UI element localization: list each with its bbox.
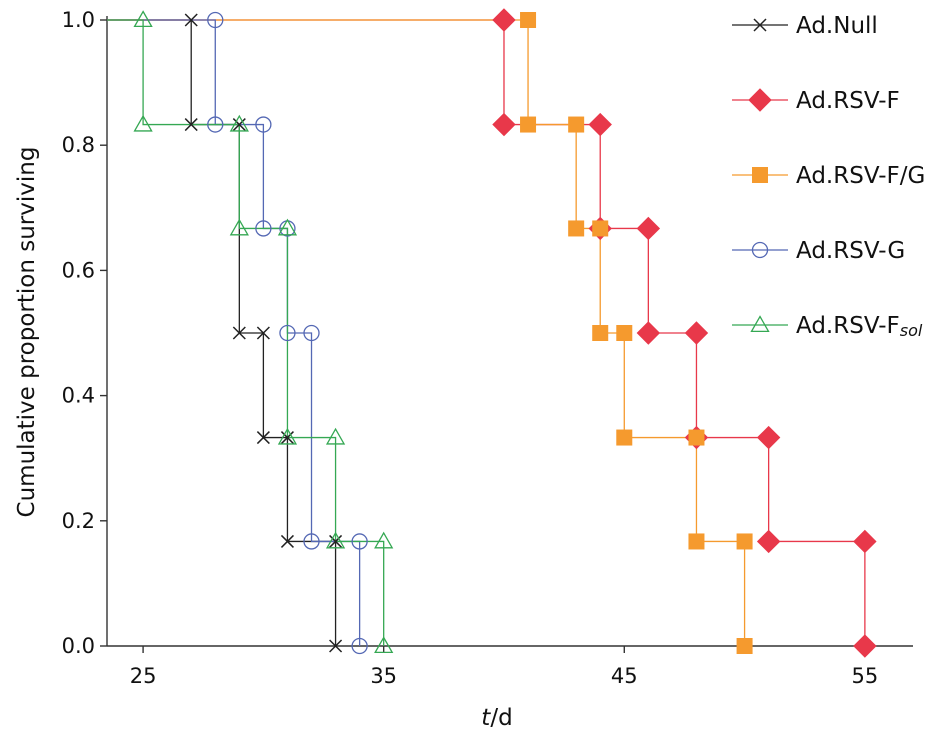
legend-marker-ad-rsv-f-sol	[750, 315, 770, 333]
data-point-ad-rsv-f-g	[592, 220, 609, 237]
x-tick-label: 55	[852, 664, 879, 688]
data-point-ad-rsv-g	[255, 220, 272, 237]
data-point-ad-null	[280, 431, 294, 445]
data-point-ad-null	[256, 431, 270, 445]
data-point-ad-null	[184, 118, 198, 132]
legend-entry-ad-null: Ad.Null	[732, 13, 878, 39]
data-point-ad-rsv-f	[756, 529, 781, 554]
x-tick-label: 25	[130, 664, 157, 688]
legend-label: Ad.RSV-Fsol	[796, 313, 923, 340]
data-point-ad-null	[329, 534, 343, 548]
data-point-ad-rsv-f-g	[592, 325, 609, 341]
data-point-ad-rsv-g	[351, 637, 368, 655]
data-point-ad-rsv-f-g	[688, 533, 705, 550]
x-axis-label-variable: t	[481, 705, 491, 731]
data-point-ad-rsv-f-sol	[133, 10, 153, 28]
data-point-ad-rsv-f-g	[736, 533, 753, 550]
data-point-ad-rsv-f-sol	[374, 636, 394, 654]
legend: Ad.Null Ad.RSV-F Ad.RSV-F/G Ad.RSV-G Ad.RSV-…	[732, 13, 925, 340]
y-axis-label: Cumulative proportion surviving	[14, 147, 40, 518]
data-point-ad-rsv-f-sol	[277, 427, 298, 445]
data-point-ad-rsv-f-g	[688, 429, 705, 446]
data-point-ad-rsv-g	[207, 116, 224, 133]
legend-label: Ad.RSV-F/G	[796, 163, 925, 189]
data-point-ad-rsv-g	[303, 533, 320, 550]
y-tick-label: 0.0	[62, 634, 95, 658]
data-point-ad-null	[329, 639, 343, 653]
x-tick-label: 45	[611, 664, 638, 688]
data-point-ad-rsv-f-sol	[374, 531, 394, 549]
legend-marker-ad-rsv-g	[751, 241, 769, 259]
data-point-ad-rsv-f	[684, 321, 709, 345]
data-point-ad-rsv-f	[492, 8, 516, 32]
data-point-ad-rsv-g	[207, 11, 224, 29]
data-point-ad-rsv-f-sol	[229, 218, 249, 236]
data-point-ad-rsv-g	[255, 116, 272, 133]
data-point-ad-rsv-f	[756, 425, 781, 450]
y-tick-label: 0.6	[62, 258, 95, 282]
legend-entry-ad-rsv-g: Ad.RSV-G	[732, 238, 905, 264]
axes: 0.0 0.2 0.4 0.6 0.8 1.0 25 35 45 55	[62, 8, 913, 688]
legend-marker-ad-rsv-f	[748, 88, 772, 112]
y-tick-label: 0.2	[62, 509, 95, 533]
data-point-ad-rsv-f-g	[568, 116, 585, 133]
data-point-ad-rsv-f-g	[736, 638, 753, 654]
data-point-ad-null	[280, 534, 294, 548]
data-point-ad-rsv-f-g	[520, 12, 537, 28]
data-point-ad-rsv-f-sol	[133, 114, 153, 132]
legend-label: Ad.Null	[796, 13, 878, 39]
legend-marker-ad-rsv-f-g	[752, 167, 768, 183]
data-point-ad-null	[232, 326, 246, 340]
data-point-ad-rsv-f-g	[568, 220, 585, 237]
data-point-ad-rsv-f-sol	[325, 531, 346, 549]
data-point-ad-rsv-g	[303, 324, 320, 342]
legend-marker-ad-null	[753, 18, 767, 32]
data-point-ad-rsv-f	[853, 634, 877, 658]
y-tick-label: 1.0	[62, 8, 95, 32]
y-tick-label: 0.4	[62, 384, 95, 408]
x-axis-label-unit: /d	[490, 705, 512, 731]
x-tick-label: 35	[370, 664, 397, 688]
legend-entry-ad-rsv-f-sol: Ad.RSV-Fsol	[732, 313, 923, 340]
legend-label: Ad.RSV-G	[796, 238, 905, 264]
series-markers	[133, 8, 877, 658]
data-point-ad-rsv-f-sol	[277, 218, 298, 236]
data-point-ad-rsv-f-sol	[325, 427, 346, 445]
legend-label: Ad.RSV-F	[796, 88, 900, 114]
series-line-ad-rsv-f	[107, 19, 866, 646]
legend-entry-ad-rsv-f: Ad.RSV-F	[732, 88, 900, 114]
data-point-ad-null	[232, 118, 246, 132]
data-point-ad-rsv-f	[636, 216, 661, 241]
data-point-ad-null	[184, 13, 198, 27]
data-point-ad-rsv-g	[279, 324, 296, 342]
y-tick-label: 0.8	[62, 133, 95, 157]
data-point-ad-rsv-g	[351, 533, 368, 550]
data-point-ad-rsv-f-g	[616, 429, 633, 446]
data-point-ad-rsv-f	[492, 112, 516, 137]
legend-entry-ad-rsv-f-g: Ad.RSV-F/G	[732, 163, 925, 189]
data-point-ad-rsv-f	[636, 321, 661, 345]
data-point-ad-rsv-f-sol	[229, 114, 249, 132]
x-axis-label: t/d	[481, 705, 512, 731]
data-point-ad-rsv-f	[588, 112, 612, 137]
data-point-ad-rsv-f	[853, 529, 877, 554]
series-line-ad-rsv-g	[107, 19, 361, 646]
data-point-ad-rsv-f-g	[520, 116, 537, 133]
data-point-ad-null	[256, 326, 270, 340]
series-lines	[107, 19, 866, 646]
data-point-ad-rsv-f-g	[616, 325, 633, 341]
